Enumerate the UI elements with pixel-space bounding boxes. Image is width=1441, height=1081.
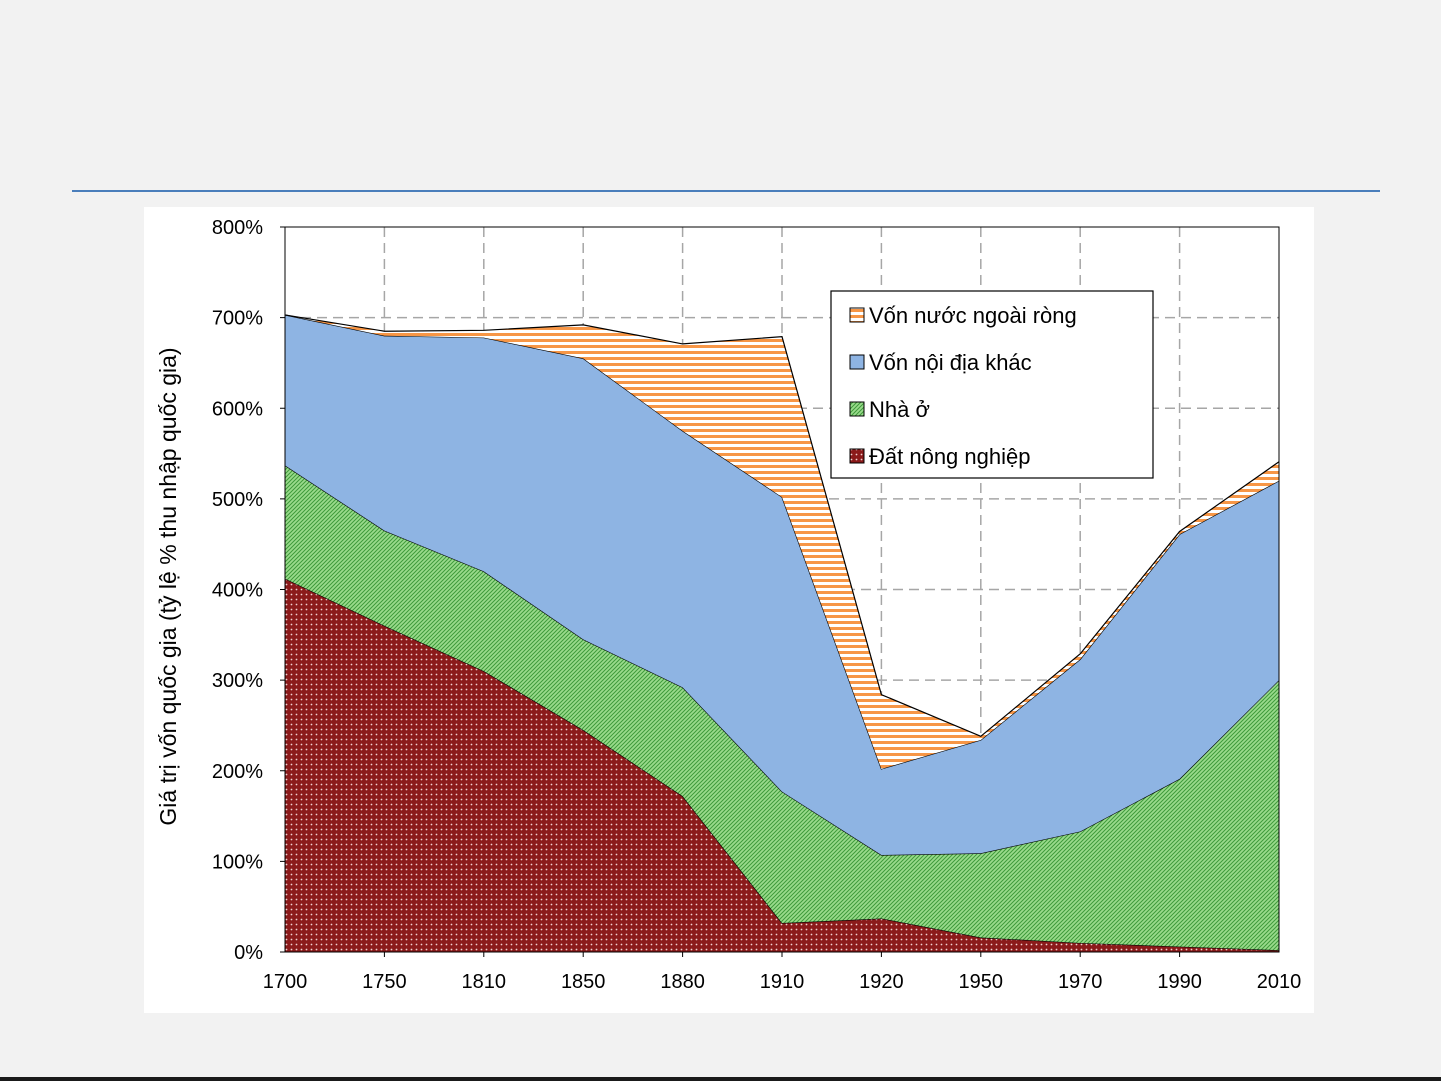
legend-swatch — [849, 448, 865, 464]
x-tick-label: 1950 — [959, 971, 1004, 993]
y-tick-label: 200% — [212, 761, 263, 783]
area-dat-nong-nghiep — [285, 578, 1279, 952]
x-tick-label: 2010 — [1257, 971, 1302, 993]
y-tick-label: 500% — [212, 489, 263, 511]
y-tick-label: 600% — [212, 398, 263, 420]
y-tick-label: 400% — [212, 580, 263, 602]
legend-swatch — [849, 401, 865, 417]
area-nha-o — [285, 465, 1279, 951]
area-von-noi-dia-khac — [285, 314, 1279, 856]
x-tick-label: 1880 — [660, 971, 705, 993]
y-tick-label: 0% — [234, 942, 263, 964]
bottom-edge — [0, 1077, 1441, 1081]
series-boundary-line — [284, 314, 1280, 738]
chart-panel: 0% 100% 200% 300% 400% 500% 600% 700% 800% 1700 17… — [144, 207, 1314, 1013]
legend-label: Đất nông nghiệp — [869, 444, 1030, 469]
x-tick-label: 1970 — [1058, 971, 1103, 993]
legend-label: Nhà ở — [869, 397, 930, 422]
legend-swatch — [849, 307, 865, 323]
axes: 0% 100% 200% 300% 400% 500% 600% 700% 800% 1700 17… — [155, 217, 1301, 993]
x-tick-label: 1920 — [859, 971, 904, 993]
x-tick-label: 1910 — [760, 971, 805, 993]
area-von-nuoc-ngoai-rong — [285, 314, 1279, 769]
legend-label: Vốn nội địa khác — [869, 350, 1032, 375]
x-tick-label: 1850 — [561, 971, 606, 993]
x-tick-label: 1810 — [462, 971, 507, 993]
x-tick-label: 1750 — [362, 971, 407, 993]
y-axis-label: Giá trị vốn quốc gia (tỷ lệ % thu nhập q… — [155, 347, 181, 825]
legend-label: Vốn nước ngoài ròng — [869, 303, 1077, 328]
y-tick-label: 800% — [212, 217, 263, 239]
title-divider-rule — [72, 190, 1380, 192]
x-tick-label: 1990 — [1157, 971, 1202, 993]
x-tick-label: 1700 — [263, 971, 308, 993]
y-tick-label: 100% — [212, 851, 263, 873]
y-tick-label: 300% — [212, 670, 263, 692]
legend: Vốn nước ngoài ròng Vốn nội địa khác Nhà ở… — [830, 290, 1154, 479]
legend-swatch — [849, 354, 865, 370]
legend-box — [830, 290, 1154, 479]
plot-frame — [280, 226, 1280, 957]
area-series — [284, 314, 1280, 952]
stacked-area-chart: 0% 100% 200% 300% 400% 500% 600% 700% 800% 1700 17… — [155, 217, 1301, 993]
y-tick-label: 700% — [212, 308, 263, 330]
series-boundary-line — [284, 464, 1280, 856]
